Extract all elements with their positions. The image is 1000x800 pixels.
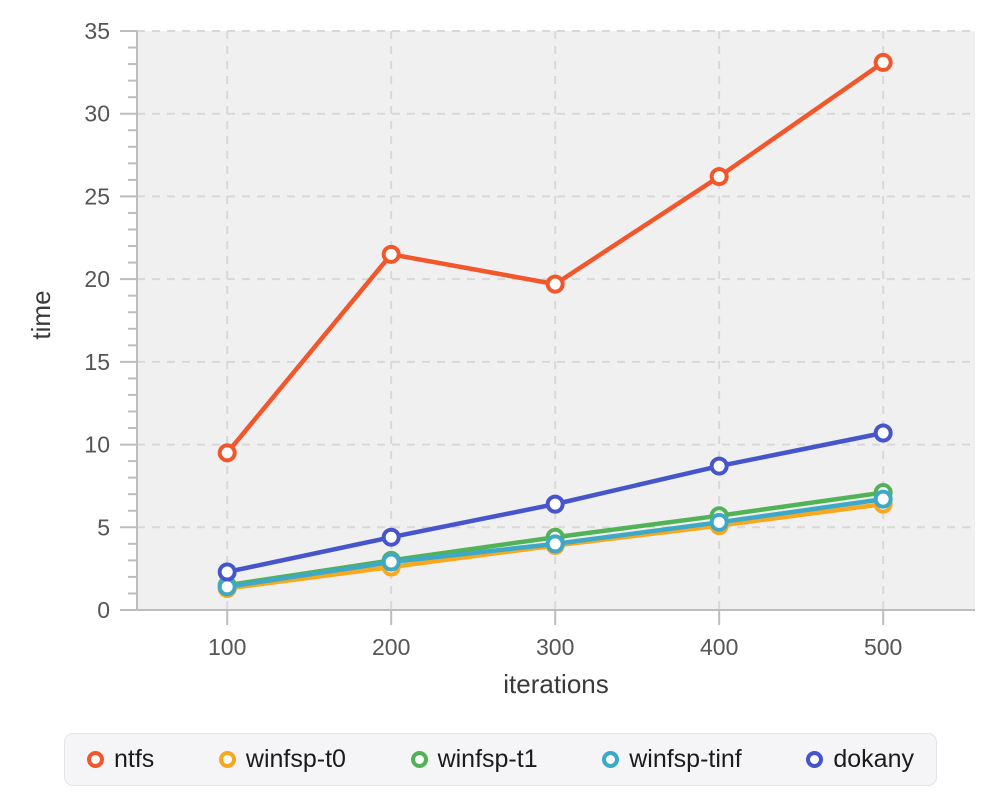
x-tick-label: 200 xyxy=(372,634,410,660)
legend-item-winfsp-t1[interactable]: winfsp-t1 xyxy=(410,745,538,773)
y-tick-label: 25 xyxy=(84,183,110,209)
y-tick-label: 5 xyxy=(97,514,110,540)
y-tick-label: 10 xyxy=(84,432,110,458)
legend-marker-icon xyxy=(410,751,428,768)
legend-marker-icon xyxy=(218,751,236,768)
legend-label: winfsp-tinf xyxy=(629,745,742,773)
data-point-winfsp-tinf xyxy=(709,512,729,532)
y-tick-label: 20 xyxy=(84,266,110,292)
data-point-winfsp-tinf xyxy=(545,534,565,554)
legend-label: winfsp-t1 xyxy=(437,745,538,773)
legend-label: winfsp-t0 xyxy=(245,745,346,773)
legend-label: dokany xyxy=(833,745,914,773)
legend-item-winfsp-tinf[interactable]: winfsp-tinf xyxy=(602,747,742,772)
data-point-ntfs xyxy=(545,274,565,294)
plot-area: 0 5 10 15 20 25 30 35 100 200 300 400 500 xyxy=(84,18,975,660)
x-tick-label: 400 xyxy=(700,634,738,660)
x-tick-label: 300 xyxy=(536,634,574,660)
data-point-ntfs xyxy=(381,244,401,264)
data-point-winfsp-tinf xyxy=(381,552,401,572)
legend-marker-icon xyxy=(87,751,104,768)
legend-item-dokany[interactable]: dokany xyxy=(806,747,914,772)
data-point-winfsp-tinf xyxy=(873,489,893,509)
data-point-ntfs xyxy=(709,167,729,187)
legend-item-ntfs[interactable]: ntfs xyxy=(87,747,154,772)
legend-marker-icon xyxy=(602,751,620,768)
y-tick-label: 30 xyxy=(84,101,110,127)
data-point-ntfs xyxy=(217,443,237,463)
y-tick-label: 15 xyxy=(84,349,110,375)
legend-marker-icon xyxy=(806,751,824,768)
legend-item-winfsp-t0[interactable]: winfsp-t0 xyxy=(218,745,346,773)
data-point-dokany xyxy=(873,423,893,443)
data-point-dokany xyxy=(709,456,729,476)
x-tick-label: 100 xyxy=(208,634,246,660)
data-point-dokany xyxy=(381,527,401,547)
data-point-winfsp-tinf xyxy=(217,577,237,597)
y-tick-label: 0 xyxy=(97,597,110,623)
data-point-ntfs xyxy=(873,52,893,72)
legend: ntfs winfsp-t0 winfsp-t1 winfsp-tinf dokany xyxy=(64,733,937,786)
data-point-dokany xyxy=(217,562,237,582)
x-tick-label: 500 xyxy=(864,634,902,660)
legend-label: ntfs xyxy=(114,745,155,773)
data-point-dokany xyxy=(545,494,565,514)
y-tick-label: 35 xyxy=(84,18,110,44)
